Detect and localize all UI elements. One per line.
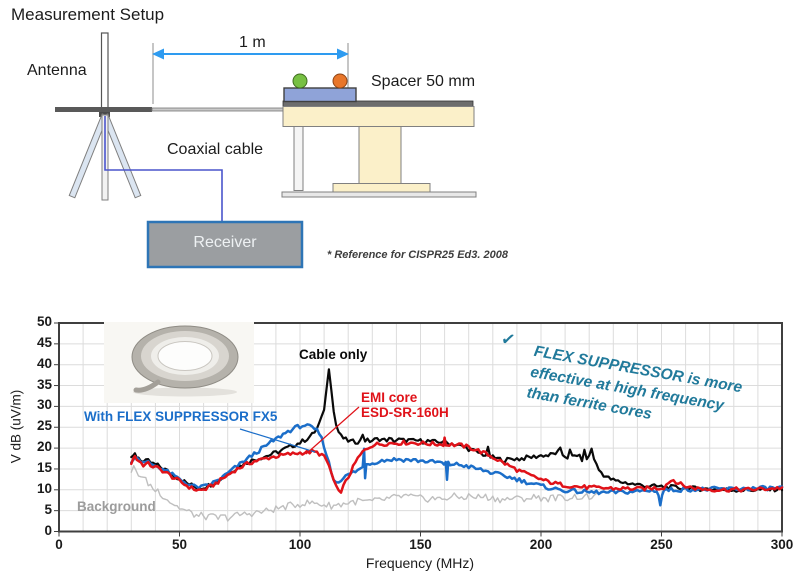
y-tick-label: 20	[36, 439, 52, 455]
plot-border	[58, 322, 783, 533]
y-tick-label: 50	[36, 314, 52, 329]
coax-cable-line	[104, 116, 223, 221]
tape-tail	[133, 379, 161, 393]
leader-lines	[239, 406, 360, 455]
antenna-mast	[100, 32, 109, 119]
flex-label-leader-line	[239, 428, 316, 453]
table-top	[282, 106, 475, 127]
y-axis-title: V dB (uV/m)	[8, 389, 24, 464]
receiver-label: Receiver	[193, 234, 257, 251]
diagram-title: Measurement Setup	[11, 5, 165, 24]
spacer-board	[283, 87, 357, 103]
y-tick-label: 5	[44, 501, 52, 517]
reference-note: * Reference for CISPR25 Ed3. 2008	[327, 249, 508, 261]
spacer-label: Spacer 50 mm	[371, 73, 476, 90]
floor-bar	[281, 191, 477, 198]
series-background	[130, 465, 598, 522]
antenna-boom	[55, 107, 152, 112]
table-leg-thin	[293, 126, 304, 191]
flex-suppressor-photo	[104, 322, 254, 403]
arrowhead-left-icon	[152, 48, 164, 60]
y-tick-label: 25	[36, 418, 52, 434]
y-tick-label: 45	[36, 334, 52, 350]
harness-line	[151, 107, 285, 112]
emi-label-leader-line	[305, 406, 360, 455]
x-tick-label: 200	[529, 537, 553, 552]
photo-shadow	[133, 387, 237, 397]
coax-cable-label: Coaxial cable	[167, 141, 264, 158]
series-emi-core	[130, 436, 784, 494]
cable-only-series-label: Cable only	[299, 347, 368, 362]
y-tick-label: 30	[36, 397, 52, 413]
series-flex-suppressor	[130, 423, 784, 507]
table-pedestal	[358, 126, 402, 184]
x-axis-title: Frequency (MHz)	[365, 555, 475, 571]
antenna-label: Antenna	[27, 62, 87, 79]
y-tick-label: 40	[36, 355, 52, 371]
tape-roll-hole	[157, 341, 213, 371]
chart-series	[130, 368, 784, 522]
background-series-label: Background	[77, 499, 156, 514]
connector-orange-icon	[332, 73, 348, 89]
distance-label: 1 m	[239, 34, 266, 51]
emi-core-series-label: EMI core ESD-SR-160H	[361, 390, 449, 420]
y-tick-label: 15	[36, 459, 52, 475]
y-tick-label: 35	[36, 376, 52, 392]
x-tick-label: 250	[650, 537, 673, 552]
x-tick-label: 100	[288, 537, 312, 552]
connector-green-icon	[292, 73, 308, 89]
y-tick-label: 0	[44, 522, 52, 538]
y-tick-label: 10	[36, 480, 52, 496]
measurement-setup-graphic	[55, 32, 477, 269]
emi-core-series-label-line2: ESD-SR-160H	[361, 405, 449, 420]
receiver-box	[146, 220, 304, 269]
arrowhead-right-icon	[337, 48, 349, 60]
tripod-hub	[99, 111, 110, 117]
x-tick-label: 50	[171, 537, 188, 552]
emi-core-series-label-line1: EMI core	[361, 390, 418, 405]
flex-suppressor-series-label: With FLEX SUPPRESSOR FX5	[84, 409, 278, 424]
x-tick-label: 150	[409, 537, 432, 552]
x-tick-label: 0	[55, 537, 63, 552]
x-tick-label: 300	[770, 537, 794, 552]
table-base	[332, 183, 431, 193]
